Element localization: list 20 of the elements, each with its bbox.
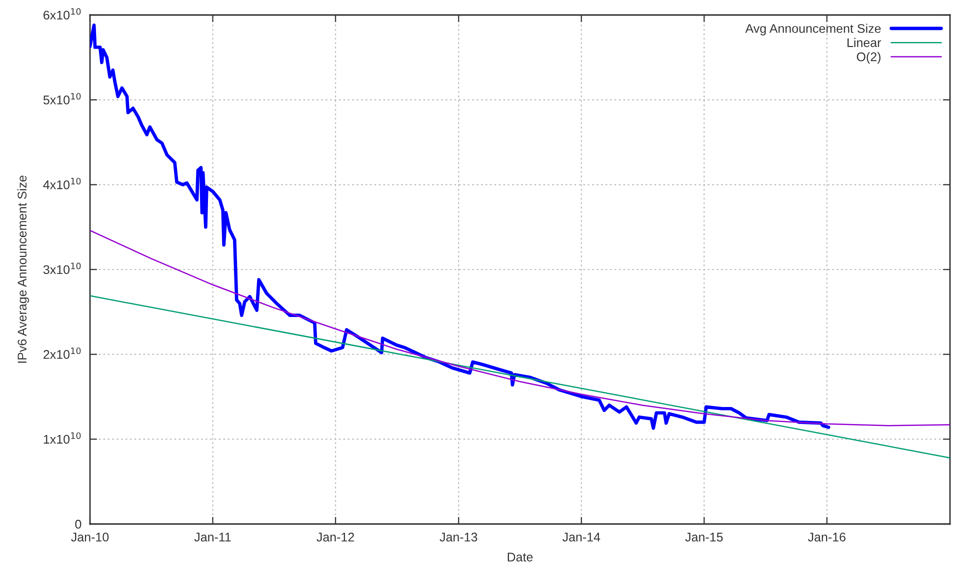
x-tick-label: Jan-12 (316, 532, 354, 542)
x-tick-label: Jan-13 (440, 532, 478, 542)
legend-label: Linear (848, 38, 882, 48)
legend-label: Avg Announcement Size (745, 24, 881, 36)
y-axis-title: IPv6 Average Announcement Size (17, 176, 30, 363)
y-tick-label: 5x10$^{10}$ (43, 92, 81, 104)
x-tick-label: Jan-11 (194, 532, 231, 542)
x-tick-label: Jan-14 (562, 532, 600, 542)
x-tick-label: Jan-16 (808, 532, 846, 542)
x-tick-label: Jan-15 (685, 532, 723, 542)
y-tick-label: 6x10$^{10}$ (44, 8, 81, 20)
x-axis-title: Date (508, 552, 533, 562)
line-series (90, 230, 950, 426)
legend-label: O(2) (856, 52, 880, 64)
y-tick-label: 0 (75, 520, 82, 529)
x-tick-label: Jan-10 (71, 532, 109, 542)
y-tick-label: 1x10$^{10}$ (44, 432, 81, 444)
y-tick-label: 3x10$^{10}$ (43, 262, 81, 274)
y-tick-label: 2x10$^{10}$ (44, 347, 81, 359)
y-tick-label: 4x10$^{10}$ (43, 178, 81, 190)
